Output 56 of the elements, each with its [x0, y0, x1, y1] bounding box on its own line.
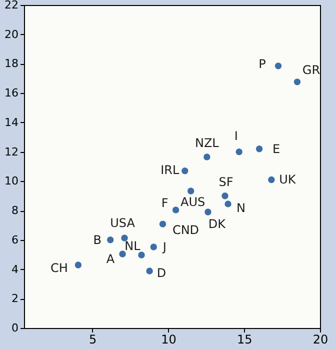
point	[204, 208, 212, 216]
annotation: F	[161, 196, 168, 210]
point	[274, 62, 282, 70]
x-tick-label: 15	[236, 332, 252, 346]
y-tick-label: 8	[12, 204, 18, 218]
point	[187, 188, 194, 194]
annotation: J	[162, 240, 166, 254]
point	[268, 176, 275, 184]
point	[224, 200, 232, 208]
point	[146, 268, 153, 274]
point	[74, 262, 82, 268]
y-tick-label: 14	[4, 116, 18, 129]
point	[159, 220, 166, 228]
y-tick-label: 20	[4, 28, 18, 41]
annotation: A	[106, 252, 116, 266]
annotation: USA	[110, 216, 136, 230]
annotation: IRL	[160, 162, 180, 177]
point	[172, 206, 180, 214]
annotation: B	[93, 232, 102, 247]
annotation: E	[272, 142, 280, 156]
annotation: D	[156, 266, 166, 280]
annotation: AUS	[180, 195, 206, 210]
y-tick-label: 0	[12, 322, 18, 334]
annotation: DK	[208, 217, 227, 232]
annotation: CH	[50, 261, 68, 276]
x-tick-label: 10	[161, 332, 176, 346]
annotation: I	[234, 128, 238, 143]
y-tick-label: 2	[12, 292, 18, 306]
point	[107, 236, 114, 244]
y-tick-label: 10	[4, 174, 18, 188]
x-tick-label: 5	[88, 332, 97, 346]
point	[294, 78, 301, 86]
annotation: N	[236, 200, 246, 215]
y-tick-label: 22	[4, 0, 18, 12]
point	[256, 146, 263, 152]
point	[204, 154, 210, 160]
annotation: GR	[302, 62, 320, 77]
y-tick-label: 4	[12, 262, 18, 276]
point	[138, 252, 145, 258]
point	[222, 192, 228, 200]
annotation: NL	[124, 239, 141, 254]
annotation: P	[258, 56, 266, 71]
annotation: CND	[172, 223, 200, 238]
x-tick-label: 20	[312, 332, 328, 346]
point	[236, 148, 242, 156]
annotation: UK	[279, 172, 297, 187]
point	[150, 244, 157, 250]
annotation: NZL	[194, 136, 220, 150]
y-tick-label: 6	[12, 233, 18, 246]
point	[119, 250, 126, 258]
point	[121, 234, 128, 242]
annotation: SF	[218, 174, 234, 189]
y-tick-label: 16	[4, 86, 18, 100]
y-tick-label: 12	[4, 145, 18, 158]
y-tick-label: 18	[4, 57, 18, 70]
point	[182, 168, 188, 174]
